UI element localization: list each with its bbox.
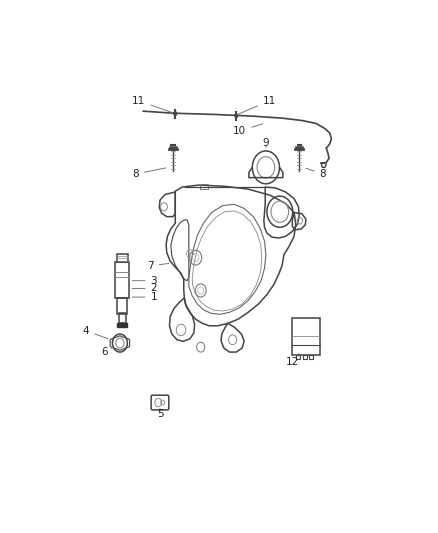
Bar <box>293 318 320 356</box>
Text: 7: 7 <box>147 261 169 271</box>
Bar <box>200 184 208 189</box>
Bar <box>119 313 126 324</box>
Bar <box>303 356 307 359</box>
Text: 11: 11 <box>237 96 276 115</box>
Text: 11: 11 <box>132 96 173 112</box>
Polygon shape <box>117 324 127 327</box>
Text: 8: 8 <box>306 168 326 179</box>
Bar <box>115 262 129 298</box>
Bar <box>117 254 128 262</box>
Circle shape <box>235 114 238 118</box>
Text: 5: 5 <box>157 409 164 418</box>
Text: 6: 6 <box>102 347 113 357</box>
Text: 8: 8 <box>132 168 166 179</box>
Circle shape <box>173 111 177 116</box>
Text: 3: 3 <box>132 276 157 286</box>
Text: 12: 12 <box>286 353 299 367</box>
Text: 4: 4 <box>83 326 108 339</box>
Text: 2: 2 <box>132 284 157 294</box>
Text: 9: 9 <box>262 138 269 148</box>
Text: 1: 1 <box>132 292 157 302</box>
Text: 10: 10 <box>233 124 262 136</box>
Bar <box>296 356 300 359</box>
Bar <box>117 298 127 314</box>
Bar <box>309 356 314 359</box>
